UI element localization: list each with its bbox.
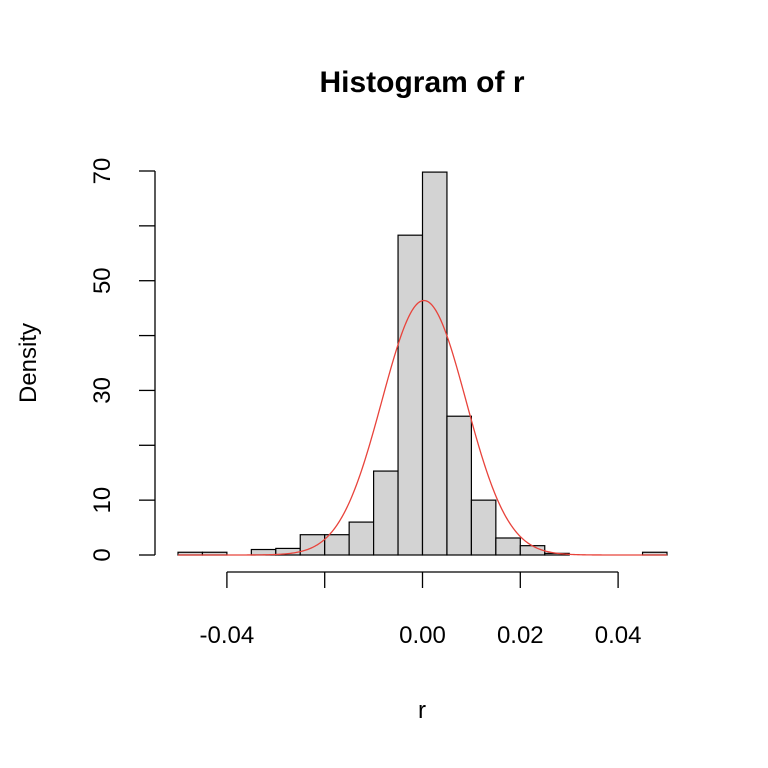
histogram-bar-10 — [421, 171, 448, 556]
histogram-bar-11 — [446, 415, 473, 556]
y-axis: 0 10 30 50 70 — [89, 158, 156, 562]
y-tick-label-0: 0 — [89, 548, 116, 561]
histogram-bar-7 — [348, 521, 375, 556]
histogram-bars — [177, 171, 668, 556]
x-tick-label-4: 0.04 — [595, 622, 642, 649]
x-tick-label-3: 0.02 — [497, 622, 544, 649]
y-tick-label-5: 50 — [89, 267, 116, 294]
y-tick-label-3: 30 — [89, 377, 116, 404]
y-tick-label-7: 70 — [89, 158, 116, 185]
histogram-bar-12 — [470, 499, 497, 556]
y-axis-label: Density — [15, 323, 42, 403]
histogram-bar-13 — [495, 537, 521, 556]
normal-density-curve — [178, 299, 667, 556]
histogram-bar-8 — [373, 470, 399, 556]
x-axis-label: r — [418, 697, 426, 724]
x-tick-label-0: -0.04 — [200, 622, 255, 649]
histogram-bar-5 — [299, 534, 326, 556]
histogram-bar-6 — [324, 534, 350, 556]
y-tick-label-1: 10 — [89, 487, 116, 514]
x-tick-label-2: 0.00 — [399, 622, 446, 649]
histogram-bar-9 — [397, 234, 424, 556]
chart-title: Histogram of r — [319, 66, 524, 99]
x-axis: -0.04 0.00 0.02 0.04 — [200, 571, 642, 649]
